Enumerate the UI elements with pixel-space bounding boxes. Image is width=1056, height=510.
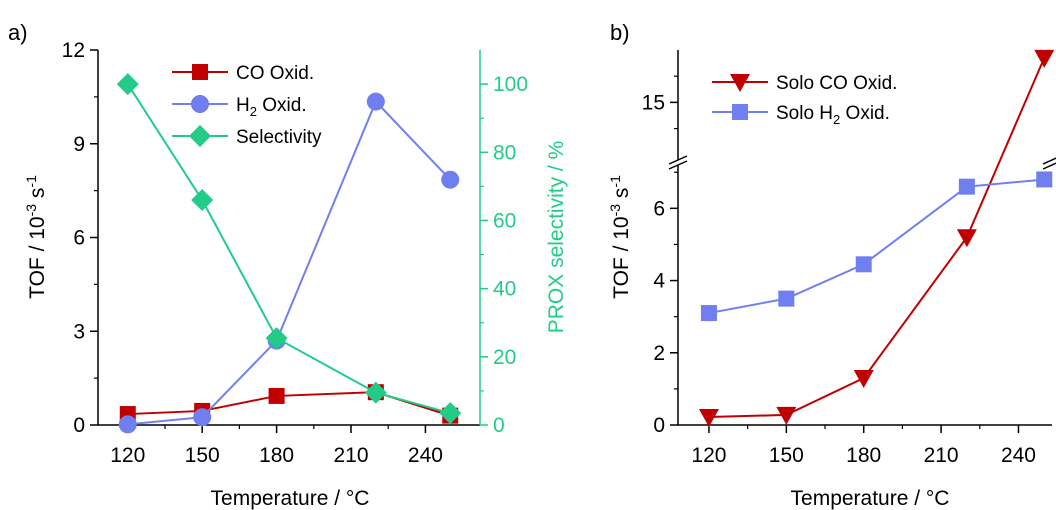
panel-a-legend-item-0-marker <box>192 64 208 80</box>
panel-b-series-1-point <box>855 256 872 273</box>
panel-a-series-1-point <box>441 170 460 189</box>
panel-b-y-tick-label: 15 <box>642 91 665 114</box>
panel-a-y-tick-label: 9 <box>73 133 85 156</box>
panel-a-series-2-point <box>364 381 387 404</box>
panel-a-legend-item-2-text: Selectivity <box>236 127 322 148</box>
panel-a-x-tick-label: 240 <box>408 444 443 467</box>
panel-a-x-axis-label: Temperature / °C <box>211 487 370 510</box>
panel-b-series-0-point <box>698 409 719 428</box>
panel-a-x-tick-label: 120 <box>110 444 145 467</box>
panel-a-y2-tick-label: 60 <box>493 209 516 232</box>
panel-b-x-tick-label: 210 <box>924 444 959 467</box>
panel-b-y-tick-label: 2 <box>653 342 665 365</box>
panel-a-legend-item-1-text: H2 Oxid. <box>236 95 307 119</box>
panel-b-y-tick-label: 6 <box>653 197 665 220</box>
panel-b-series-1-line <box>708 178 1045 315</box>
panel-a-y-tick-label: 6 <box>73 227 85 250</box>
panel-a-series-1-point <box>366 92 385 111</box>
panel-b-legend-item-0-text: Solo CO Oxid. <box>776 73 897 94</box>
panel-b-axis-break-mark <box>668 160 688 170</box>
panel-b-series-0-point <box>956 229 977 248</box>
panel-a-series-2-point <box>265 327 288 350</box>
panel-a-series-2-point <box>439 402 462 425</box>
panel-b-label: b) <box>610 20 630 45</box>
panel-a-y-tick-label: 3 <box>73 320 85 343</box>
panel-a-x-tick-label: 210 <box>333 444 368 467</box>
panel-a-y-tick-label: 12 <box>62 39 85 62</box>
panel-b-x-axis-label: Temperature / °C <box>791 487 950 510</box>
panel-a-legend-item-1-marker <box>191 95 209 113</box>
panel-a-y2-axis-label: PROX selectivity / % <box>545 141 568 334</box>
panel-a-x-tick-label: 150 <box>185 444 220 467</box>
panel-b-y-tick-label: 0 <box>653 414 665 437</box>
panel-b-x-tick-label: 180 <box>846 444 881 467</box>
panel-a-series-2-point <box>116 73 139 96</box>
panel-a-y2-tick-label: 40 <box>493 278 516 301</box>
panel-b-axis-break-mark <box>668 155 688 165</box>
panel-b-series-0-point <box>1034 49 1055 68</box>
panel-b-series-1-point <box>778 290 795 307</box>
panel-b-legend-item-0-marker <box>730 74 750 92</box>
panel-a-legend-item-0-text: CO Oxid. <box>236 63 314 84</box>
panel-a-label: a) <box>8 20 28 45</box>
panel-a-y2-tick-label: 80 <box>493 141 516 164</box>
panel-b-legend-item-1-marker <box>732 104 748 120</box>
panel-b-series-1-point <box>1036 171 1053 188</box>
panel-b-y-tick-label: 4 <box>653 270 665 293</box>
panel-a-series-0-line <box>127 391 451 417</box>
panel-b-axis-break-mark <box>1042 157 1056 165</box>
panel-a-series-1-line <box>127 99 451 426</box>
panel-b-x-tick-label: 120 <box>691 444 726 467</box>
panel-b-y-axis-label: TOF / 10-3 s-1 <box>607 175 633 299</box>
panel-a-series-1-point <box>193 408 212 427</box>
panel-b-series-0-point <box>853 370 874 389</box>
panel-b-series-0-point <box>776 406 797 425</box>
panel-a-y2-tick-label: 0 <box>493 414 505 437</box>
panel-b-x-tick-label: 150 <box>769 444 804 467</box>
panel-b-legend: Solo CO Oxid. Solo H2 Oxid. <box>712 73 897 127</box>
panel-a-legend: CO Oxid. H2 Oxid. Selectivity <box>172 63 322 148</box>
panel-b-series-1-point <box>958 178 975 195</box>
panel-b-series-1-point <box>700 305 717 322</box>
panel-b-x-tick-label: 240 <box>1001 444 1036 467</box>
panel-a-x-tick-label: 180 <box>259 444 294 467</box>
panel-a-y-tick-label: 0 <box>73 414 85 437</box>
panel-a-y2-tick-label: 100 <box>493 73 528 96</box>
panel-b-plot-area: 120 150 180 210 240 0 2 4 6 15 <box>642 49 1056 467</box>
panel-b-legend-item-1-text: Solo H2 Oxid. <box>776 103 890 127</box>
panel-b-axis-break-mark <box>1042 162 1056 170</box>
panel-a-series-1-point <box>118 415 137 434</box>
panel-a-y2-tick-label: 20 <box>493 346 516 369</box>
panel-a-y-axis-label: TOF / 10-3 s-1 <box>23 175 49 299</box>
panel-a-series-0-point <box>268 387 285 404</box>
panel-a-legend-item-2-marker <box>189 125 211 147</box>
panel-a-series-2-point <box>191 189 214 211</box>
